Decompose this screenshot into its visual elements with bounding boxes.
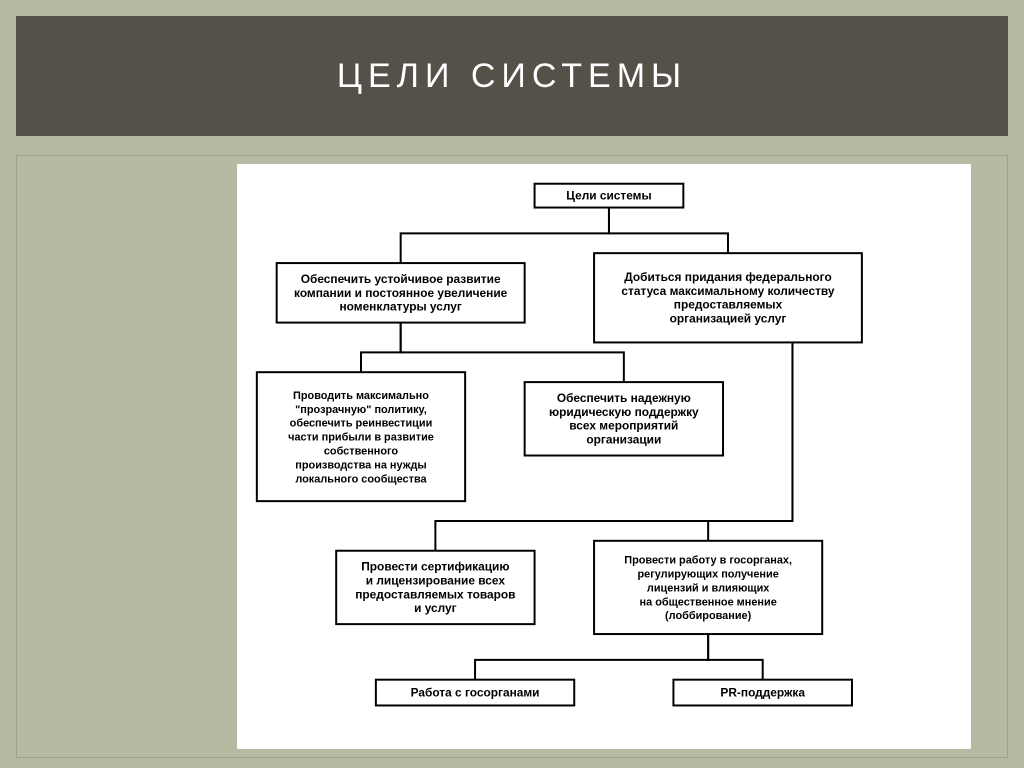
node-label: предоставляемых товаров: [355, 587, 515, 601]
goals-tree-diagram: Цели системы Обеспечить устойчивое развит…: [237, 164, 971, 749]
edge-6: [475, 634, 708, 680]
node-label: Провести сертификацию: [361, 560, 509, 574]
node-label: Работа с госорганами: [411, 686, 540, 700]
content-frame: Цели системы Обеспечить устойчивое развит…: [16, 155, 1008, 758]
node-l2b: Обеспечить надежнуююридическую поддержку…: [525, 382, 723, 455]
edge-0: [401, 208, 609, 264]
node-label: регулирующих получение: [637, 569, 778, 581]
node-label: и лицензирование всех: [366, 573, 506, 587]
slide-title: ЦЕЛИ СИСТЕМЫ: [337, 57, 687, 96]
node-label: организации: [586, 433, 661, 447]
node-l3a: Провести сертификациюи лицензирование вс…: [336, 551, 534, 624]
node-l4a: Работа с госорганами: [376, 680, 574, 706]
node-label: Проводить максимально: [293, 390, 429, 402]
node-label: номенклатуры услуг: [339, 300, 461, 314]
node-label: локального сообщества: [295, 473, 427, 485]
node-label: Обеспечить надежную: [557, 391, 691, 405]
node-label: части прибыли в развитие: [288, 432, 434, 444]
node-label: обеспечить реинвестиции: [290, 418, 433, 430]
node-label: организацией услуг: [670, 312, 787, 326]
node-label: PR-поддержка: [720, 686, 805, 700]
slide-title-bar: ЦЕЛИ СИСТЕМЫ: [16, 16, 1008, 136]
edge-1: [609, 208, 728, 254]
edge-2: [361, 323, 401, 373]
node-label: юридическую поддержку: [549, 405, 699, 419]
node-label: всех мероприятий: [569, 419, 678, 433]
node-label: (лоббирование): [665, 610, 752, 622]
slide: ЦЕЛИ СИСТЕМЫ Цели системы Обеспечить усто…: [0, 0, 1024, 768]
node-root: Цели системы: [535, 184, 684, 208]
node-label: "прозрачную" политику,: [295, 404, 427, 416]
node-label: статуса максимальному количеству: [621, 284, 835, 298]
diagram-panel: Цели системы Обеспечить устойчивое развит…: [237, 164, 971, 749]
node-label: и услуг: [414, 601, 457, 615]
node-label: предоставляемых: [674, 298, 783, 312]
node-label: на общественное мнение: [640, 596, 777, 608]
node-label: Провести работу в госорганах,: [624, 555, 792, 567]
node-label: производства на нужды: [295, 459, 426, 471]
node-label: Цели системы: [566, 189, 651, 203]
node-label: компании и постоянное увеличение: [294, 286, 508, 300]
node-l3b: Провести работу в госорганах, регулирующи…: [594, 541, 822, 634]
node-label: собственного: [324, 446, 399, 458]
node-label: Добиться придания федерального: [624, 270, 831, 284]
node-label: Обеспечить устойчивое развитие: [301, 272, 501, 286]
node-l1b: Добиться придания федеральногостатуса ма…: [594, 253, 862, 342]
node-label: лицензий и влияющих: [647, 582, 769, 594]
edge-7: [708, 634, 763, 680]
node-l2a: Проводить максимально "прозрачную" полити…: [257, 372, 465, 501]
node-l4b: PR-поддержка: [673, 680, 852, 706]
node-l1a: Обеспечить устойчивое развитиекомпании и…: [277, 263, 525, 323]
